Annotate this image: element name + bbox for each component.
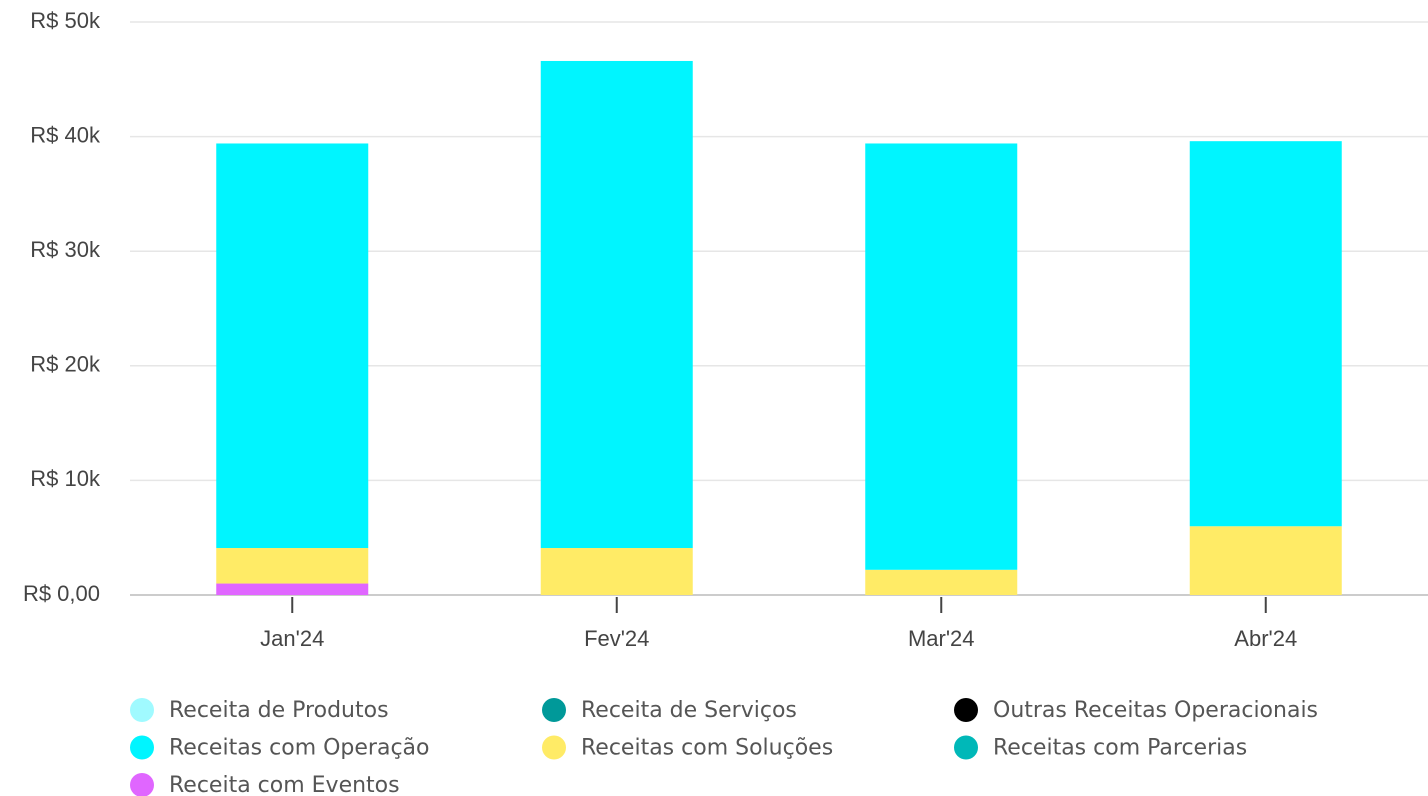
- y-tick-label: R$ 0,00: [23, 581, 100, 606]
- legend-swatch: [130, 773, 154, 796]
- legend-label: Receita de Produtos: [169, 698, 389, 723]
- legend-swatch: [130, 698, 154, 722]
- legend-label: Receitas com Parcerias: [993, 736, 1247, 761]
- bar-segment: [1189, 526, 1342, 595]
- bar-segment: [216, 143, 369, 549]
- legend-swatch: [542, 735, 566, 760]
- legend-swatch: [542, 698, 566, 722]
- x-tick-label: Fev'24: [584, 626, 649, 651]
- legend-label: Outras Receitas Operacionais: [993, 698, 1318, 723]
- bar-segment: [540, 60, 693, 549]
- bar-segment: [1189, 141, 1342, 527]
- bar-segment: [865, 569, 1018, 595]
- legend-label: Receitas com Operação: [169, 736, 430, 761]
- legend-swatch: [954, 735, 978, 760]
- bar-segment: [865, 143, 1018, 570]
- x-tick-label: Abr'24: [1234, 626, 1297, 651]
- y-tick-label: R$ 20k: [30, 352, 101, 377]
- y-tick-label: R$ 50k: [30, 8, 101, 33]
- x-tick-label: Mar'24: [908, 626, 975, 651]
- y-tick-label: R$ 30k: [30, 237, 101, 262]
- bar-segment: [216, 548, 369, 584]
- legend-label: Receita de Serviços: [581, 698, 797, 723]
- y-tick-label: R$ 10k: [30, 466, 101, 491]
- x-tick-label: Jan'24: [260, 626, 324, 651]
- legend-swatch: [954, 698, 978, 722]
- legend-label: Receita com Eventos: [169, 773, 400, 796]
- y-tick-label: R$ 40k: [30, 122, 101, 147]
- bar-segment: [216, 583, 369, 595]
- legend-label: Receitas com Soluções: [581, 736, 833, 761]
- bar-segment: [540, 548, 693, 595]
- legend-swatch: [130, 735, 154, 760]
